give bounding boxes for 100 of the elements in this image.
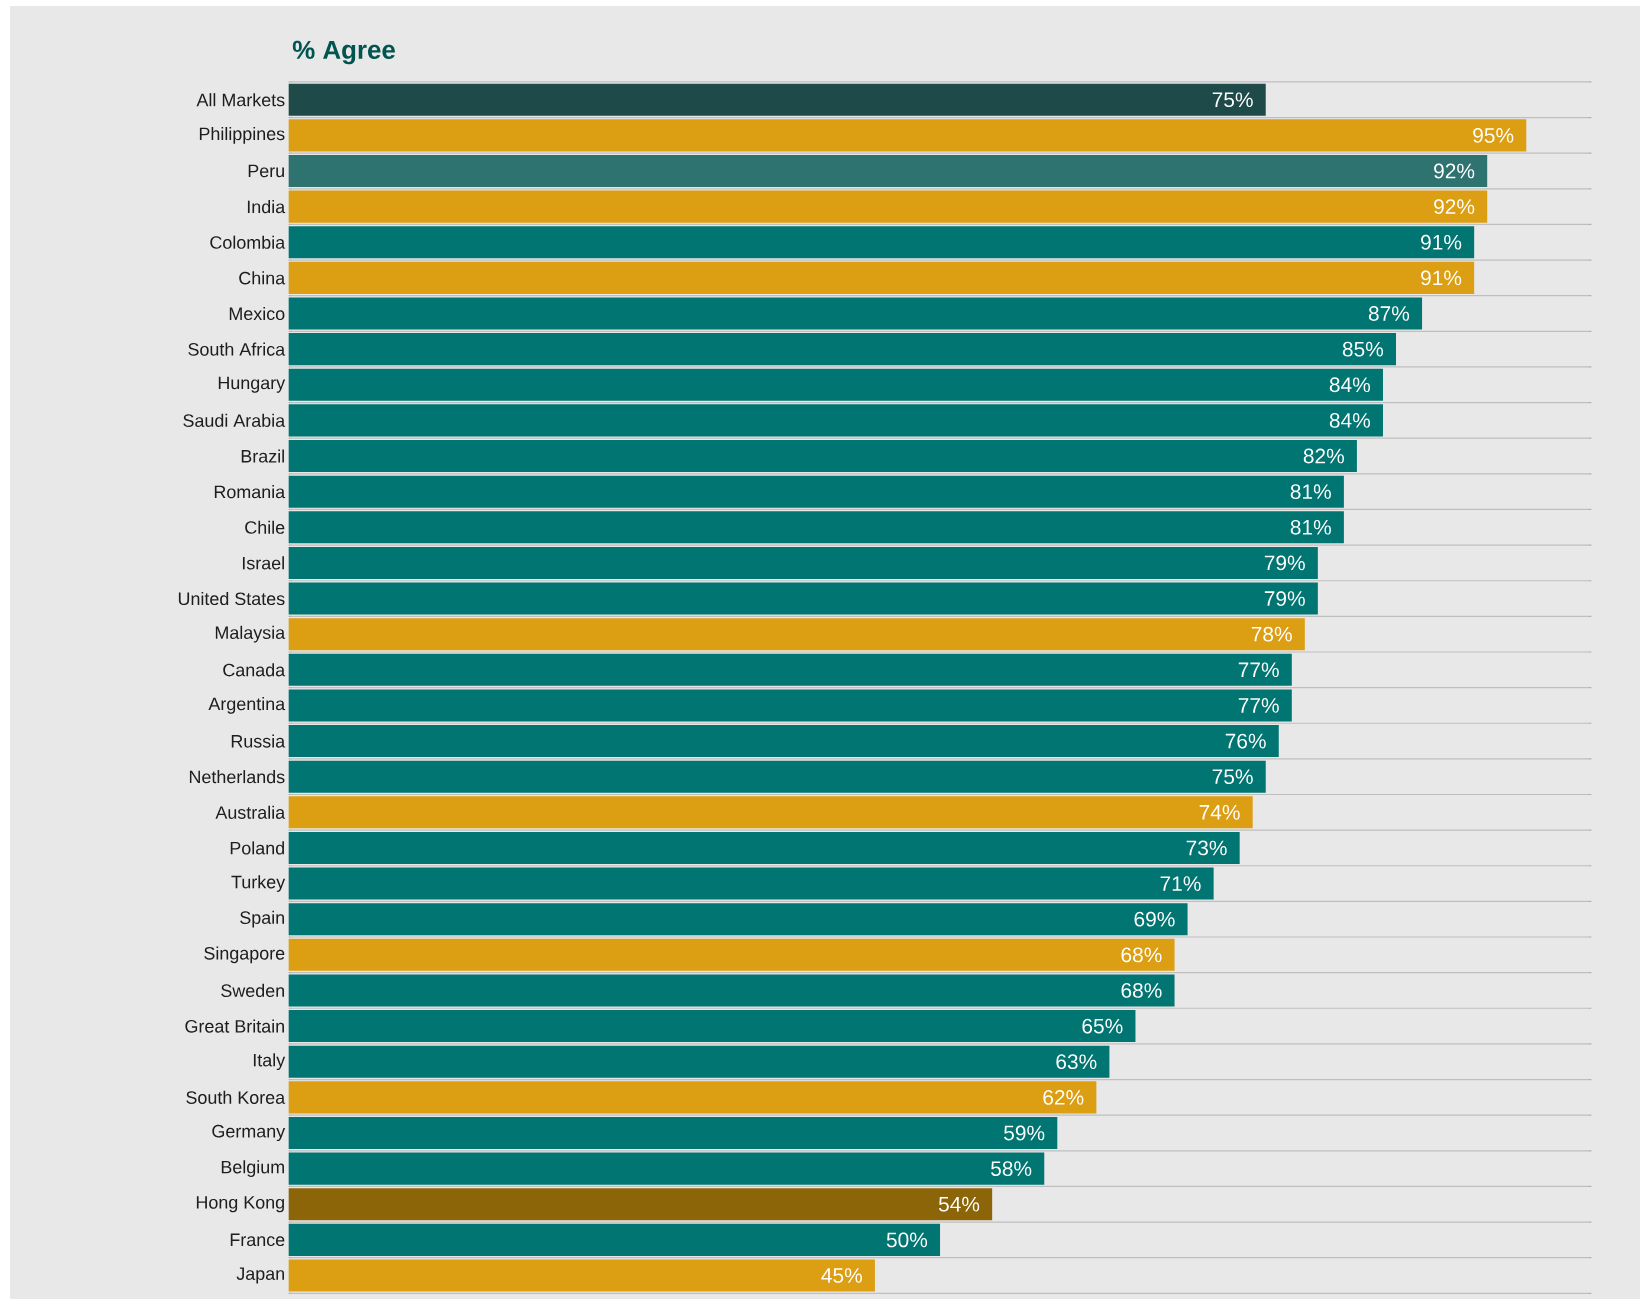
y-tick-label: France <box>230 1233 285 1247</box>
bar <box>288 760 1266 793</box>
y-tick-label: Spain <box>240 910 284 928</box>
data-label: 50% <box>886 1232 928 1248</box>
bar <box>288 1081 1097 1114</box>
data-label: 77% <box>1238 662 1279 678</box>
bar <box>288 475 1344 508</box>
data-label: 84% <box>1329 377 1371 393</box>
y-tick-label: Sweden <box>221 983 284 998</box>
y-tick-label: Peru <box>248 164 284 178</box>
bar <box>288 333 1396 366</box>
y-tick-label: Canada <box>223 663 286 677</box>
bar <box>288 368 1383 401</box>
y-tick-label: Romania <box>214 485 286 499</box>
bar <box>288 261 1475 294</box>
bar <box>288 1259 875 1292</box>
y-tick-label: All Markets <box>196 93 285 107</box>
bar <box>288 867 1214 900</box>
bar <box>288 190 1488 223</box>
bar <box>288 119 1527 152</box>
y-tick-label: South Africa <box>188 342 286 356</box>
bar <box>288 511 1344 544</box>
y-tick-label: Malaysia <box>215 625 286 643</box>
data-label: 91% <box>1421 234 1462 250</box>
bar <box>288 83 1266 116</box>
y-tick-label: Saudi Arabia <box>183 413 286 427</box>
y-tick-label: Japan <box>236 1267 284 1284</box>
data-label: 71% <box>1160 876 1201 891</box>
y-tick-label: Hong Kong <box>196 1196 284 1213</box>
data-label: 68% <box>1121 947 1162 963</box>
bar <box>288 440 1357 473</box>
y-tick-label: Netherlands <box>189 770 285 784</box>
data-label: 85% <box>1342 341 1384 357</box>
y-tick-label: Turkey <box>231 875 286 892</box>
y-tick-label: India <box>247 200 286 214</box>
y-tick-label: South Korea <box>186 1090 286 1104</box>
y-tick-label: Italy <box>253 1053 286 1071</box>
bar <box>288 725 1279 758</box>
y-tick-label: Poland <box>230 841 284 855</box>
bar <box>288 154 1488 188</box>
y-tick-label: Israel <box>242 556 284 570</box>
y-tick-label: Russia <box>231 734 286 748</box>
y-tick-label: Singapore <box>204 946 285 964</box>
bar <box>288 974 1175 1007</box>
data-label: 74% <box>1199 805 1240 820</box>
bar <box>288 618 1305 651</box>
bar <box>288 546 1318 579</box>
y-tick-label: Philippines <box>199 127 285 144</box>
data-label: 78% <box>1251 626 1292 642</box>
data-label: 79% <box>1264 591 1305 606</box>
data-label: 77% <box>1238 698 1279 713</box>
bar <box>288 653 1292 686</box>
data-label: 82% <box>1303 448 1344 464</box>
y-tick-label: Australia <box>215 805 286 819</box>
bar <box>288 1116 1058 1150</box>
data-label: 69% <box>1134 911 1175 927</box>
data-label: 84% <box>1329 412 1371 428</box>
y-tick-label: Colombia <box>210 235 286 249</box>
bar <box>288 582 1318 615</box>
chart-title: % Agree <box>292 40 395 65</box>
data-label: 65% <box>1082 1018 1123 1034</box>
data-label: 76% <box>1225 733 1266 749</box>
data-label: 58% <box>991 1161 1032 1177</box>
y-tick-label: Great Britain <box>185 1019 284 1033</box>
y-tick-label: Belgium <box>221 1160 284 1177</box>
bar <box>288 831 1240 864</box>
y-tick-label: United States <box>178 591 285 606</box>
data-label: 79% <box>1264 555 1305 571</box>
bar <box>288 796 1253 829</box>
data-label: 87% <box>1368 306 1410 321</box>
bar <box>288 1188 993 1221</box>
bar <box>288 297 1423 330</box>
data-label: 92% <box>1434 163 1475 179</box>
y-tick-label: Germany <box>212 1124 286 1142</box>
y-tick-label: China <box>239 271 286 285</box>
y-tick-label: Brazil <box>241 449 284 463</box>
data-label: 45% <box>821 1268 862 1283</box>
bar <box>288 1010 1136 1043</box>
data-label: 81% <box>1290 484 1331 500</box>
data-label: 75% <box>1212 769 1253 785</box>
data-label: 54% <box>938 1196 980 1212</box>
data-label: 68% <box>1121 983 1162 998</box>
bar <box>288 1223 941 1256</box>
data-label: 91% <box>1421 270 1462 286</box>
data-label: 81% <box>1290 519 1331 535</box>
data-label: 62% <box>1043 1089 1084 1105</box>
bar <box>288 903 1188 936</box>
data-label: 73% <box>1186 840 1227 856</box>
data-label: 63% <box>1056 1054 1097 1070</box>
y-tick-label: Chile <box>245 520 285 534</box>
data-label: 75% <box>1212 92 1253 108</box>
y-tick-label: Hungary <box>218 376 286 393</box>
bar <box>288 1045 1110 1078</box>
y-tick-label: Argentina <box>208 697 286 714</box>
bar <box>288 938 1175 971</box>
bar <box>288 689 1292 722</box>
y-tick-label: Mexico <box>229 306 285 321</box>
data-label: 95% <box>1473 127 1514 143</box>
bar <box>288 404 1383 437</box>
data-label: 92% <box>1434 199 1475 215</box>
